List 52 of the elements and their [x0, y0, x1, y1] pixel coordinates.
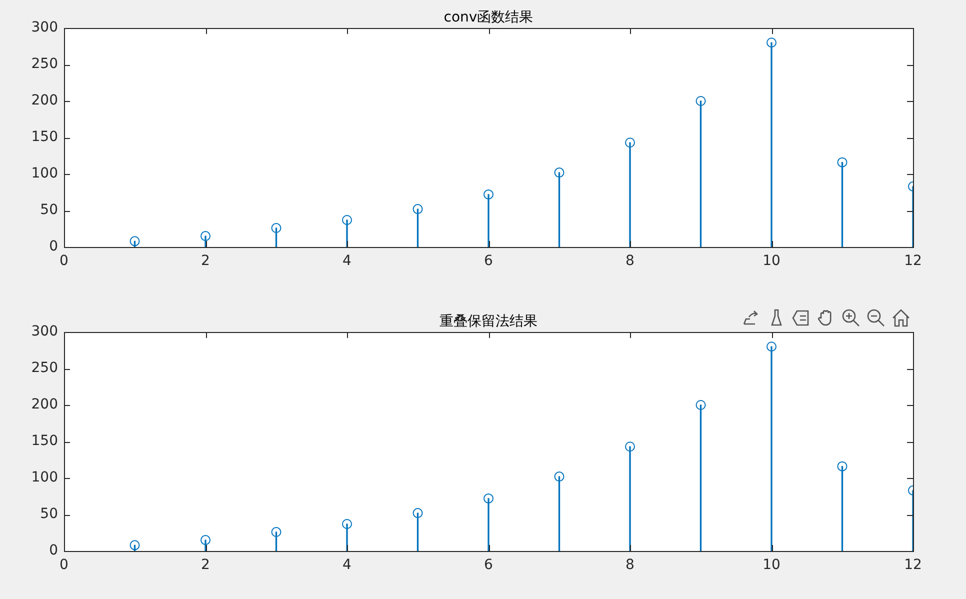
y-tick-label: 300 — [31, 324, 58, 340]
point — [766, 342, 776, 352]
y-tick-label: 50 — [40, 506, 58, 522]
y-tick-label: 250 — [31, 56, 58, 72]
x-tick-label: 6 — [484, 557, 494, 574]
point — [271, 527, 282, 538]
point — [484, 493, 494, 504]
x-tick-label: 6 — [484, 253, 494, 270]
chart-title: conv函数结果 — [444, 10, 534, 26]
point — [837, 461, 848, 472]
y-tick-label: 300 — [31, 20, 58, 36]
x-tick-label: 0 — [60, 557, 68, 574]
x-tick-label: 12 — [904, 253, 922, 270]
point — [412, 508, 423, 518]
point — [412, 204, 423, 214]
point — [696, 400, 706, 410]
x-tick-label: 8 — [626, 557, 634, 574]
point — [130, 236, 140, 246]
y-tick-label: 150 — [31, 129, 58, 146]
point — [625, 442, 635, 452]
point — [484, 189, 494, 200]
point — [200, 535, 210, 546]
y-tick-label: 200 — [31, 92, 58, 109]
point — [342, 518, 352, 529]
x-tick-label: 2 — [201, 253, 210, 270]
point — [271, 223, 282, 234]
x-tick-label: 12 — [904, 557, 922, 574]
y-tick-label: 50 — [40, 202, 58, 218]
y-tick-label: 250 — [31, 360, 58, 376]
y-tick-label: 150 — [31, 433, 58, 450]
point — [837, 157, 848, 168]
point — [625, 138, 635, 148]
y-tick-label: 200 — [31, 396, 58, 413]
point — [766, 38, 776, 48]
point — [554, 168, 564, 178]
x-tick-label: 10 — [762, 557, 780, 574]
point — [554, 472, 564, 482]
chart-title: 重叠保留法结果 — [440, 314, 538, 330]
y-tick-label: 100 — [31, 470, 58, 486]
point — [200, 231, 210, 242]
y-tick-label: 0 — [49, 238, 58, 255]
x-tick-label: 4 — [342, 253, 352, 270]
y-tick-label: 100 — [31, 166, 58, 182]
point — [130, 540, 140, 550]
x-tick-label: 4 — [342, 557, 352, 574]
point — [342, 214, 352, 225]
x-tick-label: 2 — [201, 557, 210, 574]
x-tick-label: 10 — [762, 253, 780, 270]
y-tick-label: 0 — [49, 542, 58, 559]
point — [696, 96, 706, 106]
x-tick-label: 8 — [626, 253, 634, 270]
x-tick-label: 0 — [60, 253, 68, 270]
